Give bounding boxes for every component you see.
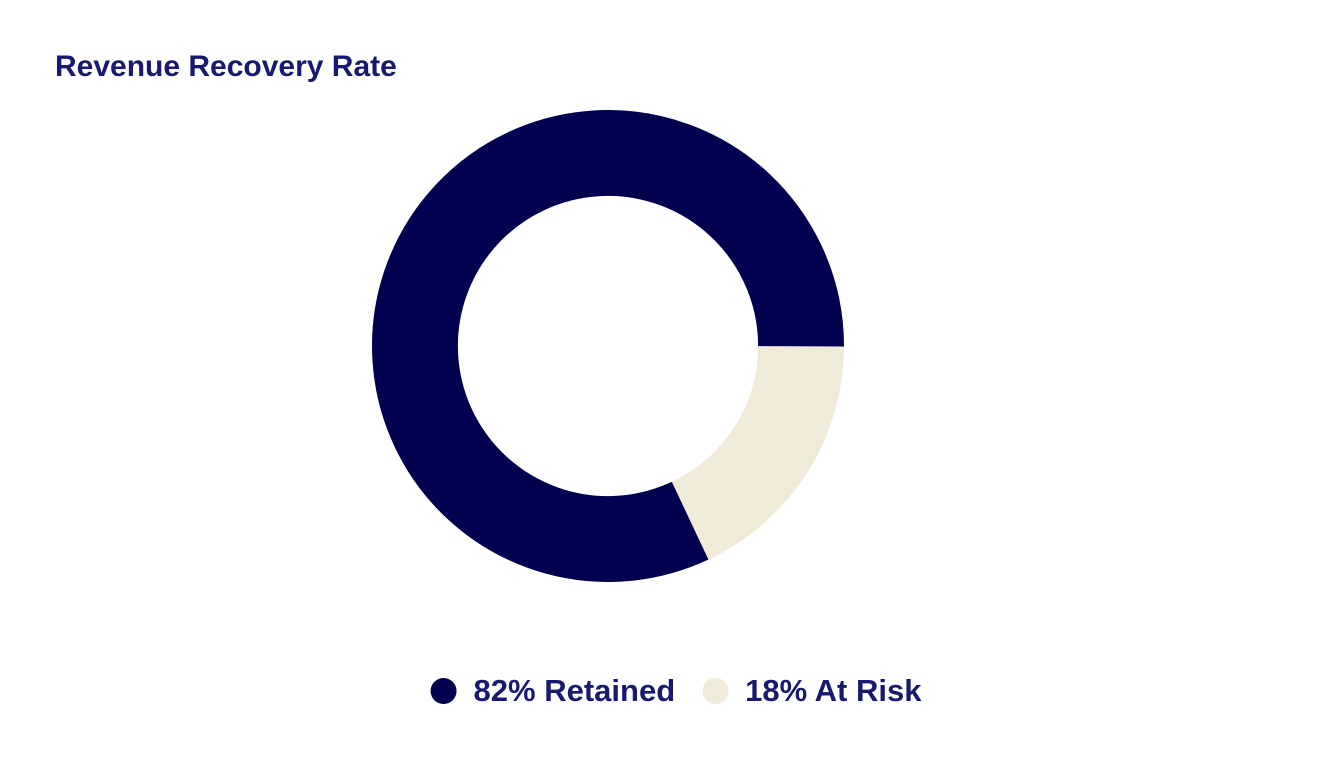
legend-item-retained[interactable]: 82% Retained <box>430 669 676 713</box>
chart-title: Revenue Recovery Rate <box>55 50 397 83</box>
legend-label-at-risk: 18% At Risk <box>745 673 922 708</box>
chart-legend: 82% Retained 18% At Risk <box>430 669 921 713</box>
legend-swatch-retained <box>430 678 457 704</box>
legend-label-retained: 82% Retained <box>473 673 676 708</box>
legend-item-at-risk[interactable]: 18% At Risk <box>702 669 921 713</box>
donut-slice-at-risk[interactable] <box>372 110 844 582</box>
donut-chart-svg[interactable] <box>372 110 844 582</box>
legend-swatch-at-risk <box>702 678 729 704</box>
donut-chart <box>372 110 844 582</box>
